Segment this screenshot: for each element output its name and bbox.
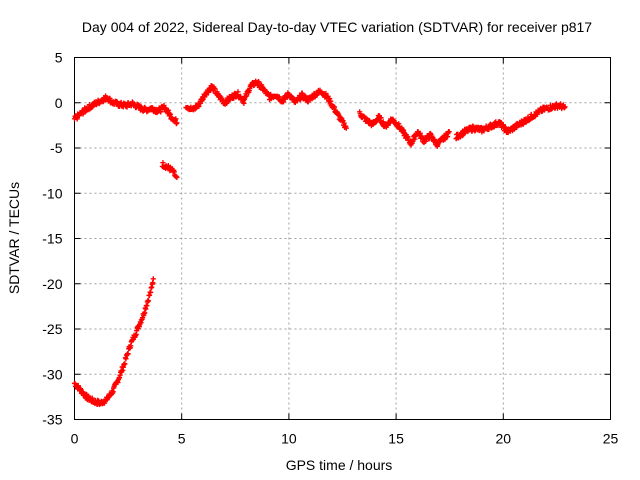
y-axis-title: SDTVAR / TECUs [6,182,22,294]
data-point [235,89,241,95]
data-point [74,116,80,122]
data-point [378,115,384,121]
x-axis: 0 5 10 15 20 25 [71,57,619,447]
series-6 [453,101,568,142]
y-tick-label: -10 [42,185,62,201]
y-tick-label: -35 [42,412,62,428]
y-tick-label: -25 [42,321,62,337]
grid [74,57,611,420]
data-point [446,129,452,135]
series-2 [159,160,180,180]
y-tick-label: -15 [42,231,62,247]
data-point [150,276,156,282]
y-tick-label: -30 [42,366,62,382]
x-tick-label: 0 [71,431,79,447]
x-axis-title: GPS time / hours [286,457,393,473]
data-point [256,79,262,85]
data-point [174,120,180,126]
y-tick-label: -5 [50,140,63,156]
data-point [562,104,568,110]
series-1 [71,276,156,407]
series-3 [71,93,180,127]
data-point [158,109,164,115]
data-point [122,361,128,367]
data-point [125,351,131,357]
data-point [331,104,338,110]
y-tick-label: -20 [42,276,62,292]
y-tick-label: 5 [55,50,63,66]
data-point [142,310,148,316]
data-point [145,298,152,304]
y-axis: 5 0 -5 -10 -15 -20 -25 -30 -35 [42,50,611,428]
x-tick-label: 25 [603,431,619,447]
series-5 [357,109,452,149]
x-tick-label: 5 [178,431,186,447]
data-point [208,87,214,93]
data-point [173,116,179,122]
data-point [328,98,334,104]
x-tick-label: 10 [281,431,297,447]
data-point [417,130,423,136]
data-point [174,174,180,180]
data-points [71,78,568,407]
chart-title: Day 004 of 2022, Sidereal Day-to-day VTE… [82,19,592,35]
y-tick-label: 0 [55,95,63,111]
data-point [148,289,154,296]
x-tick-label: 15 [388,431,404,447]
data-point [341,120,347,126]
x-tick-label: 20 [496,431,512,447]
series-4 [183,78,349,131]
data-point [343,125,349,131]
